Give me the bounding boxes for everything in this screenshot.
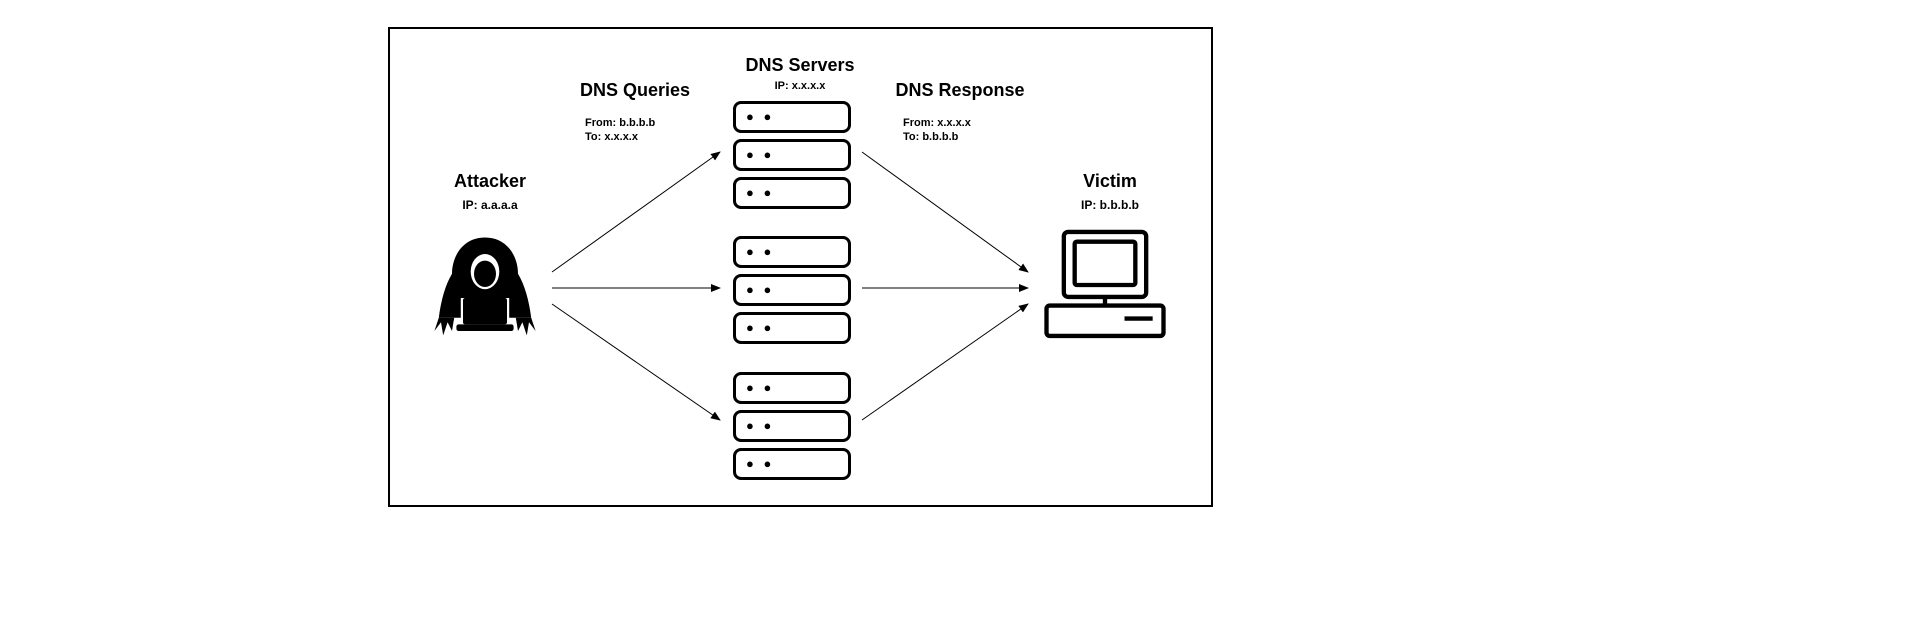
server-leds-icon: ● ● [746, 320, 774, 335]
dns-server-unit: ● ● [733, 236, 851, 268]
flow-arrow [862, 152, 1028, 272]
arrows-layer [0, 0, 1920, 635]
flow-arrow [862, 304, 1028, 420]
server-leds-icon: ● ● [746, 147, 774, 162]
flow-arrow [552, 152, 720, 272]
dns-server-unit: ● ● [733, 372, 851, 404]
flow-arrow [552, 304, 720, 420]
server-leds-icon: ● ● [746, 380, 774, 395]
dns-server-unit: ● ● [733, 139, 851, 171]
server-leds-icon: ● ● [746, 282, 774, 297]
dns-server-unit: ● ● [733, 177, 851, 209]
diagram-canvas: { "type": "network-diagram", "canvas": {… [0, 0, 1920, 635]
dns-server-unit: ● ● [733, 101, 851, 133]
server-leds-icon: ● ● [746, 109, 774, 124]
server-leds-icon: ● ● [746, 418, 774, 433]
server-leds-icon: ● ● [746, 185, 774, 200]
dns-server-unit: ● ● [733, 410, 851, 442]
dns-server-unit: ● ● [733, 312, 851, 344]
server-leds-icon: ● ● [746, 244, 774, 259]
dns-server-unit: ● ● [733, 274, 851, 306]
server-leds-icon: ● ● [746, 456, 774, 471]
dns-server-unit: ● ● [733, 448, 851, 480]
